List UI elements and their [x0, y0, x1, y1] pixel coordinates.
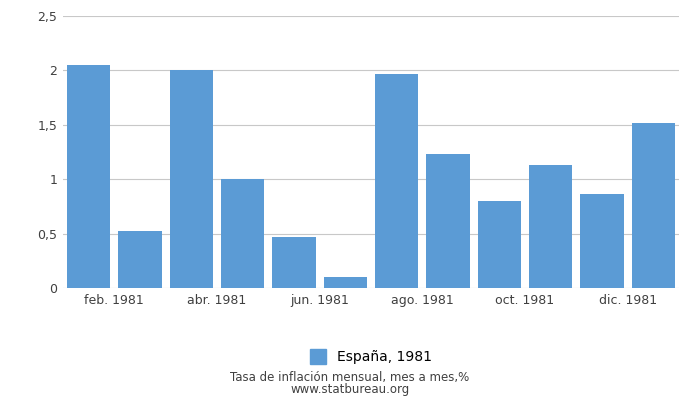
Bar	[477, 201, 521, 288]
Bar	[169, 70, 213, 288]
Text: www.statbureau.org: www.statbureau.org	[290, 384, 410, 396]
Bar	[580, 194, 624, 288]
Bar	[528, 165, 573, 288]
Text: Tasa de inflación mensual, mes a mes,%: Tasa de inflación mensual, mes a mes,%	[230, 372, 470, 384]
Bar	[426, 154, 470, 288]
Legend: España, 1981: España, 1981	[304, 344, 438, 370]
Bar	[66, 65, 111, 288]
Bar	[272, 237, 316, 288]
Bar	[375, 74, 419, 288]
Bar	[118, 232, 162, 288]
Bar	[631, 123, 675, 288]
Bar	[323, 277, 367, 288]
Bar	[221, 179, 265, 288]
